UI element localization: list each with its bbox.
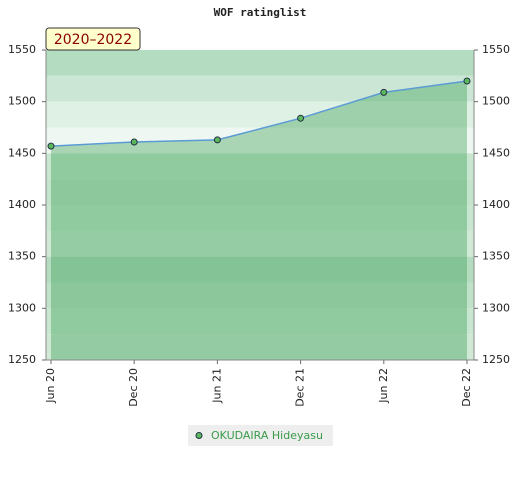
point — [47, 142, 55, 150]
background-band — [46, 308, 474, 335]
badge-box — [45, 27, 141, 51]
area — [51, 81, 467, 360]
background-band — [46, 230, 474, 257]
y-tick-label: 1300 — [8, 301, 36, 314]
plot-area — [46, 50, 474, 360]
x-tick-label: Jun 21 — [210, 368, 223, 404]
x-tick-label: Dec 20 — [127, 368, 140, 407]
background-band — [46, 75, 474, 102]
chart-title: WOF ratinglist — [214, 6, 307, 19]
background-band — [46, 282, 474, 309]
background-band — [46, 50, 474, 76]
y2-tick-label: 1450 — [482, 146, 510, 159]
point — [463, 77, 471, 85]
x-tick-label: Jun 20 — [44, 368, 57, 404]
background-band — [46, 256, 474, 283]
y2-tick-label: 1550 — [482, 43, 510, 56]
background-band — [46, 205, 474, 231]
background-band — [46, 101, 474, 128]
y-tick-label: 1550 — [8, 43, 36, 56]
y2-tick-label: 1500 — [482, 95, 510, 108]
y2-tick-label: 1300 — [482, 301, 510, 314]
x-tick-label: Dec 21 — [294, 368, 307, 407]
point — [130, 138, 138, 146]
y2-tick-label: 1400 — [482, 198, 510, 211]
y2-tick-label: 1350 — [482, 250, 510, 263]
point — [213, 136, 221, 144]
point — [297, 114, 305, 122]
y-tick-label: 1250 — [8, 353, 36, 366]
x-tick-label: Dec 22 — [460, 368, 473, 407]
y-tick-label: 1450 — [8, 146, 36, 159]
y-tick-label: 1400 — [8, 198, 36, 211]
background-band — [46, 334, 474, 360]
background-band — [46, 153, 474, 180]
y-tick-label: 1350 — [8, 250, 36, 263]
y-tick-label: 1500 — [8, 95, 36, 108]
legend-box — [188, 425, 333, 446]
x-tick-label: Jun 22 — [377, 368, 390, 404]
badge: 2020–2022 — [54, 32, 132, 48]
background-band — [46, 127, 474, 154]
legend-label: OKUDAIRA Hideyasu — [211, 429, 323, 442]
point — [380, 88, 388, 96]
line — [50, 80, 468, 147]
legend-marker — [195, 432, 203, 439]
y2-tick-label: 1250 — [482, 353, 510, 366]
background-band — [46, 179, 474, 205]
